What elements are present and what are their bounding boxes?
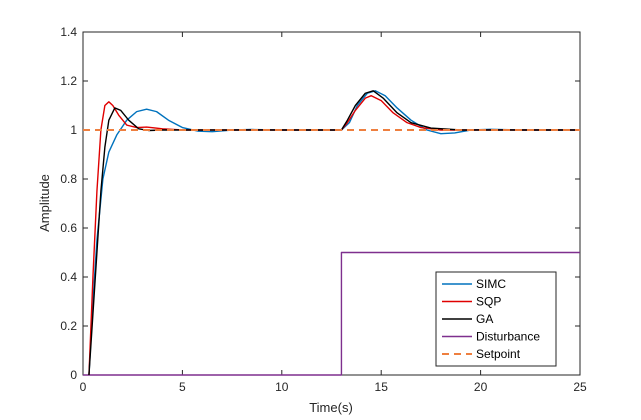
x-tick-label: 20: [474, 380, 488, 394]
y-tick-label: 0.8: [60, 172, 77, 186]
x-axis-label: Time(s): [309, 400, 353, 415]
y-tick-label: 0: [70, 368, 77, 382]
x-tick-label: 15: [375, 380, 389, 394]
y-tick-label: 0.6: [60, 221, 77, 235]
y-tick-label: 1.2: [60, 74, 77, 88]
legend: SIMC SQP GA Disturbance Setpoint: [435, 271, 557, 367]
x-tick-label: 25: [573, 380, 587, 394]
legend-label-disturbance: Disturbance: [476, 330, 540, 344]
y-tick-label: 0.4: [60, 270, 77, 284]
axes: 0 5 10 15 20 25 0 0.2 0.4 0.6 0.8 1 1.2 1.4: [60, 25, 587, 394]
legend-label-simc: SIMC: [476, 277, 506, 291]
y-axis-label: Amplitude: [37, 174, 52, 232]
y-tick-label: 1.4: [60, 25, 77, 39]
x-tick-label: 0: [80, 380, 87, 394]
legend-label-setpoint: Setpoint: [476, 347, 521, 361]
legend-label-sqp: SQP: [476, 295, 501, 309]
series-line-disturbance: [83, 251, 580, 376]
x-tick-label: 10: [275, 380, 289, 394]
x-tick-label: 5: [179, 380, 186, 394]
legend-label-ga: GA: [476, 312, 493, 326]
y-tick-label: 0.2: [60, 319, 77, 333]
y-tick-label: 1: [70, 123, 77, 137]
plot-area: [83, 90, 580, 376]
